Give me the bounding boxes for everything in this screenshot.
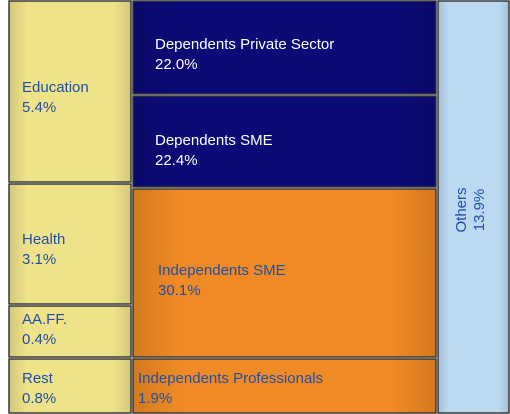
value-label: 30.1% [158,282,201,299]
category-label: Others [453,187,470,232]
category-label: Education [22,79,89,96]
category-label: Health [22,231,65,248]
value-label: 0.8% [22,390,56,407]
tile-label: Others 13.9% [453,187,488,232]
category-label: Dependents Private Sector [155,36,334,53]
category-label: Rest [22,370,54,387]
value-label: 13.9% [471,189,488,232]
category-label: AA.FF. [22,311,67,328]
value-label: 3.1% [22,251,56,268]
value-label: 22.0% [155,56,198,73]
category-label: Independents SME [158,262,286,279]
value-label: 22.4% [155,152,198,169]
value-label: 1.9% [138,390,172,407]
value-label: 0.4% [22,331,56,348]
category-label: Dependents SME [155,132,273,149]
category-label: Independents Professionals [138,370,323,387]
value-label: 5.4% [22,99,56,116]
